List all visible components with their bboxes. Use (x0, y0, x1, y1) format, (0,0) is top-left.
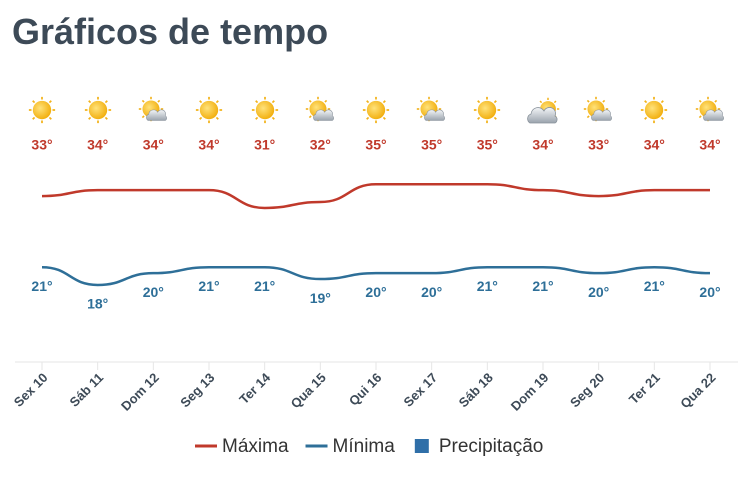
cloudy-icon (528, 98, 560, 123)
data-label: 34° (143, 137, 164, 153)
legend-label: Máxima (222, 436, 289, 457)
x-tick-label: Seg 20 (567, 370, 607, 410)
sun-icon (362, 96, 390, 124)
legend-label: Mínima (333, 436, 396, 457)
x-tick-label: Ter 21 (626, 370, 663, 407)
partly-cloudy-icon (696, 97, 724, 121)
data-label: 35° (477, 137, 498, 153)
series-line (41, 183, 710, 210)
data-label: 20° (699, 284, 720, 300)
data-label: 34° (87, 137, 108, 153)
data-label: 34° (699, 137, 720, 153)
x-tick-label: Sáb 18 (456, 370, 496, 410)
partly-cloudy-icon (306, 97, 334, 121)
data-label: 19° (310, 290, 331, 306)
x-tick-label: Seg 13 (177, 370, 217, 410)
data-label: 34° (198, 137, 219, 153)
x-tick-label: Qui 16 (346, 370, 385, 409)
sun-icon (251, 96, 279, 124)
series-line (41, 265, 711, 287)
x-tick-label: Qua 22 (677, 370, 718, 411)
sun-icon (473, 96, 501, 124)
data-label: 31° (254, 137, 275, 153)
data-label: 21° (477, 278, 498, 294)
data-label: 34° (532, 137, 553, 153)
data-label: 21° (254, 278, 275, 294)
x-tick-label: Sáb 11 (66, 370, 106, 410)
data-label: 32° (310, 137, 331, 153)
chart-title: Gráficos de tempo (12, 11, 328, 52)
data-label: 21° (198, 278, 219, 294)
x-tick-label: Dom 12 (118, 370, 162, 414)
data-label: 18° (87, 296, 108, 312)
data-label: 35° (365, 137, 386, 153)
legend-symbol (414, 439, 429, 453)
partly-cloudy-icon (139, 97, 167, 121)
x-tick-label: Sex 10 (11, 370, 51, 410)
partly-cloudy-icon (417, 97, 445, 121)
sun-icon (28, 96, 56, 124)
data-label: 33° (31, 137, 52, 153)
data-label: 20° (365, 284, 386, 300)
x-tick-label: Ter 14 (236, 369, 274, 407)
sun-icon (640, 96, 668, 124)
partly-cloudy-icon (584, 97, 612, 121)
data-label: 21° (31, 278, 52, 294)
sun-icon (84, 96, 112, 124)
legend-label: Precipitação (439, 436, 544, 457)
x-tick-label: Qua 15 (288, 370, 329, 411)
data-label: 20° (588, 284, 609, 300)
data-label: 33° (588, 137, 609, 153)
data-label: 21° (532, 278, 553, 294)
weather-icons (28, 96, 724, 124)
x-tick-label: Dom 19 (508, 370, 552, 414)
data-label: 20° (421, 284, 442, 300)
data-label: 35° (421, 137, 442, 153)
sun-icon (195, 96, 223, 124)
data-label: 20° (143, 284, 164, 300)
data-label: 34° (644, 137, 665, 153)
data-label: 21° (644, 278, 665, 294)
x-tick-label: Sex 17 (400, 370, 440, 410)
